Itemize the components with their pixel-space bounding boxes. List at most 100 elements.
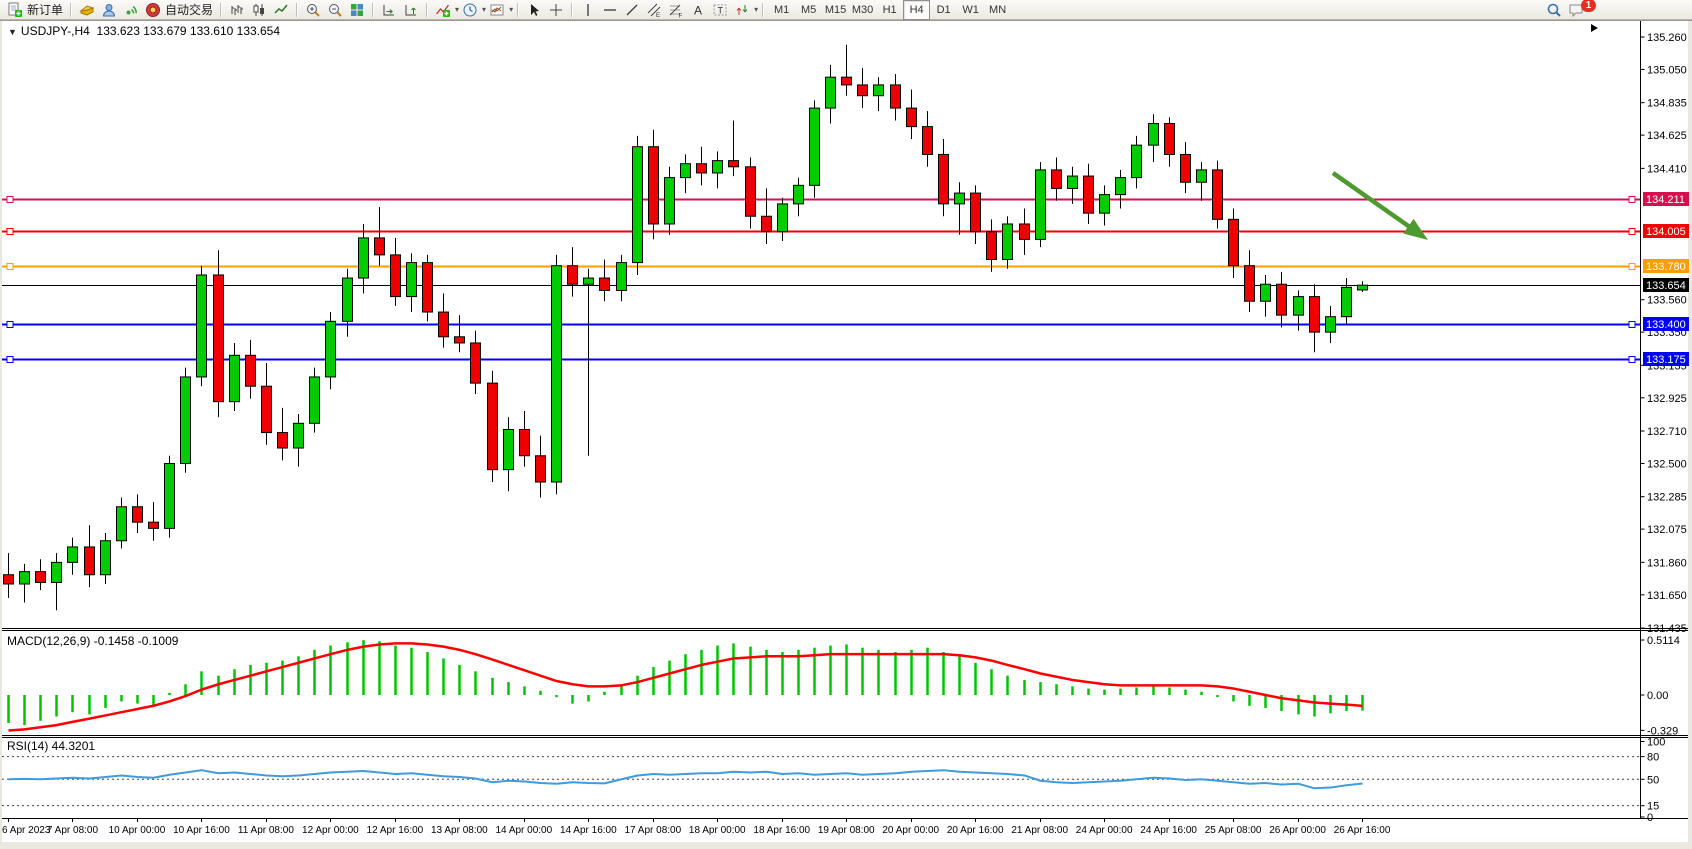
chart-shift-icon [405,4,417,15]
candle-body [132,506,143,523]
candle-body [648,146,659,225]
line-anchor[interactable] [6,196,14,203]
chart-shift-button[interactable] [400,0,422,20]
line-anchor[interactable] [6,321,14,328]
svg-text:131.650: 131.650 [1647,590,1687,602]
signals-button[interactable] [120,0,142,20]
notification-badge[interactable]: 1 [1581,0,1596,12]
line-anchor[interactable] [1628,228,1636,235]
toolbar-separator [296,2,299,17]
zoom-out-button[interactable] [324,0,346,20]
toolbar-group [226,0,292,20]
timeframe-button-d1[interactable]: D1 [936,3,951,16]
svg-text:19 Apr 08:00: 19 Apr 08:00 [818,825,875,836]
text-button[interactable]: A [687,0,709,20]
candle-body [1180,153,1191,183]
bar-chart-button[interactable] [226,0,248,20]
candle-body [100,540,111,576]
svg-text:20 Apr 00:00: 20 Apr 00:00 [882,825,939,836]
auto-scroll-button[interactable] [378,0,400,20]
timeframe-button-m30[interactable]: M30 [851,3,874,16]
candle-body [1341,286,1352,318]
chevron-down-icon[interactable]: ▾ [482,5,487,14]
candle-body [1212,169,1223,220]
candle-body [374,237,385,256]
zoom-in-button[interactable] [302,0,324,20]
svg-text:E: E [656,13,660,18]
toolbar-button-label[interactable]: 自动交易 [165,3,214,17]
one-click-trading-toggle[interactable]: ▼ [8,27,17,37]
scroll-to-end-marker[interactable] [1591,24,1598,32]
toolbar-right-group: 1 [1543,0,1602,20]
svg-text:18 Apr 00:00: 18 Apr 00:00 [689,825,746,836]
trendline-button[interactable] [621,0,643,20]
candle-body [986,231,997,261]
vertical-line-button[interactable] [577,0,599,20]
svg-text:14 Apr 00:00: 14 Apr 00:00 [495,825,552,836]
chevron-down-icon[interactable]: ▾ [509,5,514,14]
crosshair-button[interactable] [545,0,567,20]
svg-text:80: 80 [1647,752,1659,764]
timeframe-button-h4[interactable]: H4 [903,0,931,20]
timeframe-button-h1[interactable]: H1 [882,3,897,16]
candle-body [390,254,401,298]
candle-body [857,84,868,97]
rsi-indicator-label: RSI(14) 44.3201 [7,739,96,753]
timeframe-button-w1[interactable]: W1 [962,3,979,16]
macd-signal-line [8,642,1363,732]
line-anchor[interactable] [6,356,14,363]
line-anchor[interactable] [1628,321,1636,328]
candle-body [1083,175,1094,214]
search-button[interactable] [1543,0,1565,20]
community-button[interactable] [98,0,120,20]
candle-body [358,237,369,279]
timeframe-button-m1[interactable]: M1 [773,3,790,16]
line-anchor[interactable] [1628,196,1636,203]
autotrading-button[interactable] [142,0,164,20]
timeframe-button-mn[interactable]: MN [989,3,1007,16]
candle-body [470,342,481,384]
toolbar-group [378,0,422,20]
toolbar-separator [571,2,574,17]
templates-button[interactable] [486,0,508,20]
equidistant-channel-button[interactable]: E [643,0,665,20]
candle-body [1164,123,1175,155]
candle-body [1244,265,1255,302]
line-anchor[interactable] [1628,356,1636,363]
svg-text:134.625: 134.625 [1647,130,1687,142]
candlestick-button[interactable] [248,0,270,20]
candle-body [1260,283,1271,302]
label-icon: T [713,4,727,15]
candle-body [454,336,465,344]
tile-windows-button[interactable] [346,0,368,20]
svg-text:135.260: 135.260 [1647,32,1687,44]
label-button[interactable]: T [709,0,731,20]
chevron-down-icon[interactable]: ▾ [754,5,759,14]
svg-text:24 Apr 00:00: 24 Apr 00:00 [1076,825,1133,836]
candle-body [1196,169,1207,183]
trend-arrow-annotation[interactable] [1331,171,1428,240]
horizontal-line-button[interactable] [599,0,621,20]
line-anchor[interactable] [1628,263,1636,270]
chevron-down-icon[interactable]: ▾ [455,5,460,14]
market-watch-button[interactable] [76,0,98,20]
fibonacci-icon: F [669,4,683,18]
periods-button[interactable] [459,0,481,20]
timeframe-button-m15[interactable]: M15 [824,3,847,16]
line-chart-button[interactable] [270,0,292,20]
timeframe-button-m5[interactable]: M5 [800,3,817,16]
candle-body [616,262,627,291]
svg-text:132.075: 132.075 [1647,524,1687,536]
candle-body [873,84,884,97]
indicators-button[interactable] [432,0,454,20]
toolbar-button-label[interactable]: 新订单 [27,3,64,17]
line-anchor[interactable] [6,228,14,235]
arrows-button[interactable] [731,0,753,20]
line-anchor[interactable] [6,263,14,270]
horizontal-price-lines[interactable] [2,196,1641,363]
candle-body [680,163,691,179]
new-order-button[interactable] [4,0,26,20]
fibonacci-button[interactable]: F [665,0,687,20]
cursor-button[interactable] [523,0,545,20]
